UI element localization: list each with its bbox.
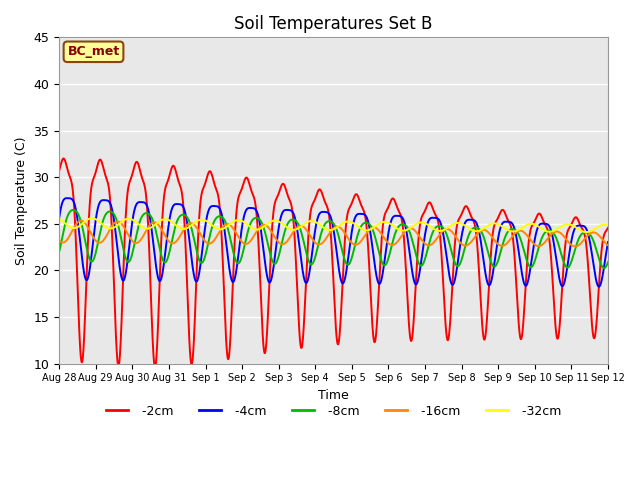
-4cm: [150, 251, 158, 257]
-16cm: [534, 243, 542, 249]
-2cm: [534, 211, 542, 216]
Line: -4cm: -4cm: [59, 198, 608, 287]
-8cm: [118, 240, 126, 245]
-4cm: [594, 282, 602, 288]
-4cm: [290, 211, 298, 217]
-2cm: [604, 225, 612, 230]
-8cm: [600, 265, 608, 271]
Line: -16cm: -16cm: [59, 221, 608, 246]
-4cm: [266, 279, 274, 285]
-8cm: [69, 207, 77, 213]
-8cm: [604, 259, 612, 265]
-32cm: [594, 224, 602, 230]
-4cm: [604, 239, 612, 245]
Line: -2cm: -2cm: [59, 158, 608, 367]
-16cm: [594, 231, 602, 237]
-8cm: [150, 223, 158, 228]
-16cm: [290, 228, 298, 234]
-2cm: [266, 265, 274, 271]
-2cm: [150, 363, 158, 369]
-8cm: [55, 249, 63, 255]
-32cm: [266, 219, 274, 225]
Title: Soil Temperatures Set B: Soil Temperatures Set B: [234, 15, 433, 33]
-4cm: [534, 224, 542, 229]
-32cm: [88, 216, 96, 221]
Line: -32cm: -32cm: [59, 218, 608, 232]
Y-axis label: Soil Temperature (C): Soil Temperature (C): [15, 136, 28, 265]
-32cm: [150, 222, 158, 228]
-32cm: [290, 227, 298, 233]
-8cm: [290, 216, 298, 222]
-4cm: [55, 216, 63, 221]
-16cm: [572, 243, 579, 249]
-2cm: [60, 156, 67, 161]
-4cm: [118, 276, 126, 282]
-2cm: [290, 222, 298, 228]
-8cm: [594, 251, 602, 256]
-32cm: [55, 216, 63, 222]
-16cm: [150, 219, 158, 225]
-32cm: [582, 229, 590, 235]
-2cm: [151, 364, 159, 370]
Text: BC_met: BC_met: [67, 45, 120, 58]
-16cm: [77, 218, 85, 224]
-4cm: [63, 195, 70, 201]
-32cm: [118, 219, 126, 225]
-2cm: [594, 304, 602, 310]
-8cm: [266, 250, 274, 255]
-32cm: [604, 223, 612, 228]
-16cm: [118, 221, 126, 227]
Line: -8cm: -8cm: [59, 210, 608, 268]
-2cm: [118, 309, 126, 314]
-8cm: [534, 246, 542, 252]
-16cm: [604, 242, 612, 248]
X-axis label: Time: Time: [318, 389, 349, 402]
-2cm: [55, 168, 63, 174]
-4cm: [595, 284, 603, 289]
-16cm: [55, 238, 63, 243]
-32cm: [534, 224, 542, 229]
Legend:  -2cm,  -4cm,  -8cm,  -16cm,  -32cm: -2cm, -4cm, -8cm, -16cm, -32cm: [100, 400, 566, 423]
-16cm: [266, 227, 274, 232]
